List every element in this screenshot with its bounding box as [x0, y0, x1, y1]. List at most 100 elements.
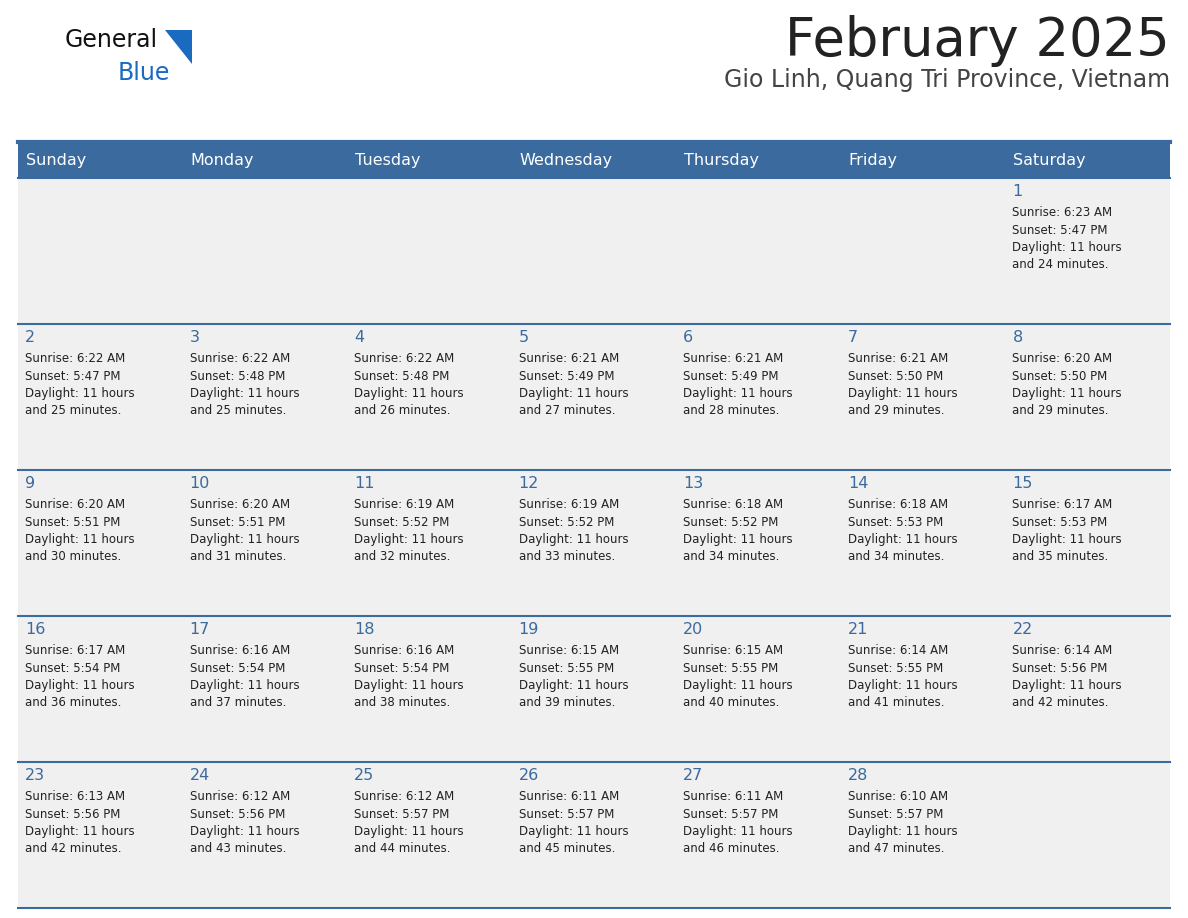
Text: Wednesday: Wednesday	[519, 153, 613, 168]
Text: Sunrise: 6:16 AM: Sunrise: 6:16 AM	[190, 644, 290, 657]
Text: Sunset: 5:57 PM: Sunset: 5:57 PM	[683, 808, 778, 821]
Text: Sunset: 5:53 PM: Sunset: 5:53 PM	[848, 516, 943, 529]
Text: Sunrise: 6:18 AM: Sunrise: 6:18 AM	[683, 498, 783, 511]
Text: Sunset: 5:57 PM: Sunset: 5:57 PM	[848, 808, 943, 821]
Bar	[18, 324, 1170, 470]
Text: Sunset: 5:57 PM: Sunset: 5:57 PM	[519, 808, 614, 821]
Text: Daylight: 11 hours: Daylight: 11 hours	[683, 387, 792, 400]
Text: Daylight: 11 hours: Daylight: 11 hours	[683, 679, 792, 692]
Text: General: General	[65, 28, 158, 52]
Text: 16: 16	[25, 622, 45, 637]
Text: Daylight: 11 hours: Daylight: 11 hours	[1012, 241, 1121, 254]
Text: and 34 minutes.: and 34 minutes.	[848, 551, 944, 564]
Text: Daylight: 11 hours: Daylight: 11 hours	[25, 533, 134, 546]
Text: Sunset: 5:51 PM: Sunset: 5:51 PM	[25, 516, 120, 529]
Text: 24: 24	[190, 768, 210, 783]
Text: February 2025: February 2025	[785, 15, 1170, 67]
Text: 10: 10	[190, 476, 210, 491]
Text: Daylight: 11 hours: Daylight: 11 hours	[190, 387, 299, 400]
Text: 7: 7	[848, 330, 858, 345]
Text: Daylight: 11 hours: Daylight: 11 hours	[848, 533, 958, 546]
Text: Sunset: 5:55 PM: Sunset: 5:55 PM	[519, 662, 614, 675]
Text: and 25 minutes.: and 25 minutes.	[25, 405, 121, 418]
Text: and 28 minutes.: and 28 minutes.	[683, 405, 779, 418]
Text: Saturday: Saturday	[1013, 153, 1086, 168]
Text: and 32 minutes.: and 32 minutes.	[354, 551, 450, 564]
Text: and 42 minutes.: and 42 minutes.	[25, 843, 121, 856]
Text: Sunset: 5:49 PM: Sunset: 5:49 PM	[683, 370, 779, 383]
Bar	[183, 142, 347, 178]
Bar	[18, 762, 1170, 908]
Text: Sunset: 5:50 PM: Sunset: 5:50 PM	[1012, 370, 1107, 383]
Text: 1: 1	[1012, 184, 1023, 199]
Text: Sunset: 5:54 PM: Sunset: 5:54 PM	[190, 662, 285, 675]
Text: Sunrise: 6:14 AM: Sunrise: 6:14 AM	[848, 644, 948, 657]
Text: Sunrise: 6:20 AM: Sunrise: 6:20 AM	[1012, 352, 1112, 365]
Text: Sunset: 5:52 PM: Sunset: 5:52 PM	[519, 516, 614, 529]
Text: Sunrise: 6:21 AM: Sunrise: 6:21 AM	[519, 352, 619, 365]
Text: Daylight: 11 hours: Daylight: 11 hours	[683, 533, 792, 546]
Text: 4: 4	[354, 330, 365, 345]
Text: 17: 17	[190, 622, 210, 637]
Text: and 46 minutes.: and 46 minutes.	[683, 843, 779, 856]
Text: Sunset: 5:51 PM: Sunset: 5:51 PM	[190, 516, 285, 529]
Text: Sunrise: 6:11 AM: Sunrise: 6:11 AM	[683, 790, 784, 803]
Text: and 34 minutes.: and 34 minutes.	[683, 551, 779, 564]
Text: Sunrise: 6:17 AM: Sunrise: 6:17 AM	[1012, 498, 1113, 511]
Text: Sunrise: 6:15 AM: Sunrise: 6:15 AM	[683, 644, 783, 657]
Bar	[841, 142, 1005, 178]
Text: Sunrise: 6:22 AM: Sunrise: 6:22 AM	[354, 352, 454, 365]
Text: Daylight: 11 hours: Daylight: 11 hours	[354, 825, 463, 838]
Text: Sunset: 5:47 PM: Sunset: 5:47 PM	[25, 370, 120, 383]
Text: Sunrise: 6:19 AM: Sunrise: 6:19 AM	[354, 498, 454, 511]
Text: 18: 18	[354, 622, 374, 637]
Text: and 27 minutes.: and 27 minutes.	[519, 405, 615, 418]
Bar	[18, 178, 1170, 324]
Text: Daylight: 11 hours: Daylight: 11 hours	[519, 825, 628, 838]
Text: Sunrise: 6:11 AM: Sunrise: 6:11 AM	[519, 790, 619, 803]
Text: Sunrise: 6:12 AM: Sunrise: 6:12 AM	[354, 790, 454, 803]
Text: Sunrise: 6:10 AM: Sunrise: 6:10 AM	[848, 790, 948, 803]
Text: Sunrise: 6:21 AM: Sunrise: 6:21 AM	[848, 352, 948, 365]
Text: 27: 27	[683, 768, 703, 783]
Text: 13: 13	[683, 476, 703, 491]
Text: Daylight: 11 hours: Daylight: 11 hours	[519, 387, 628, 400]
Text: 8: 8	[1012, 330, 1023, 345]
Text: Sunday: Sunday	[26, 153, 87, 168]
Text: Sunrise: 6:13 AM: Sunrise: 6:13 AM	[25, 790, 125, 803]
Text: 3: 3	[190, 330, 200, 345]
Bar	[18, 616, 1170, 762]
Text: Daylight: 11 hours: Daylight: 11 hours	[190, 679, 299, 692]
Text: Sunrise: 6:16 AM: Sunrise: 6:16 AM	[354, 644, 454, 657]
Text: and 37 minutes.: and 37 minutes.	[190, 697, 286, 710]
Text: and 38 minutes.: and 38 minutes.	[354, 697, 450, 710]
Text: 28: 28	[848, 768, 868, 783]
Text: Daylight: 11 hours: Daylight: 11 hours	[354, 387, 463, 400]
Bar	[1005, 142, 1170, 178]
Text: Daylight: 11 hours: Daylight: 11 hours	[1012, 533, 1121, 546]
Text: Daylight: 11 hours: Daylight: 11 hours	[25, 825, 134, 838]
Text: and 25 minutes.: and 25 minutes.	[190, 405, 286, 418]
Text: Daylight: 11 hours: Daylight: 11 hours	[683, 825, 792, 838]
Text: and 30 minutes.: and 30 minutes.	[25, 551, 121, 564]
Text: Sunset: 5:48 PM: Sunset: 5:48 PM	[354, 370, 449, 383]
Text: 22: 22	[1012, 622, 1032, 637]
Text: Sunset: 5:48 PM: Sunset: 5:48 PM	[190, 370, 285, 383]
Text: and 44 minutes.: and 44 minutes.	[354, 843, 450, 856]
Text: and 29 minutes.: and 29 minutes.	[1012, 405, 1108, 418]
Text: Sunrise: 6:22 AM: Sunrise: 6:22 AM	[25, 352, 125, 365]
Text: Sunrise: 6:22 AM: Sunrise: 6:22 AM	[190, 352, 290, 365]
Text: and 26 minutes.: and 26 minutes.	[354, 405, 450, 418]
Text: Sunset: 5:52 PM: Sunset: 5:52 PM	[683, 516, 778, 529]
Text: and 42 minutes.: and 42 minutes.	[1012, 697, 1108, 710]
Text: 9: 9	[25, 476, 36, 491]
Text: Sunset: 5:52 PM: Sunset: 5:52 PM	[354, 516, 449, 529]
Text: Gio Linh, Quang Tri Province, Vietnam: Gio Linh, Quang Tri Province, Vietnam	[723, 68, 1170, 92]
Text: Blue: Blue	[118, 61, 170, 85]
Text: and 36 minutes.: and 36 minutes.	[25, 697, 121, 710]
Text: 2: 2	[25, 330, 36, 345]
Text: Thursday: Thursday	[684, 153, 759, 168]
Text: Tuesday: Tuesday	[355, 153, 421, 168]
Bar	[676, 142, 841, 178]
Text: and 33 minutes.: and 33 minutes.	[519, 551, 615, 564]
